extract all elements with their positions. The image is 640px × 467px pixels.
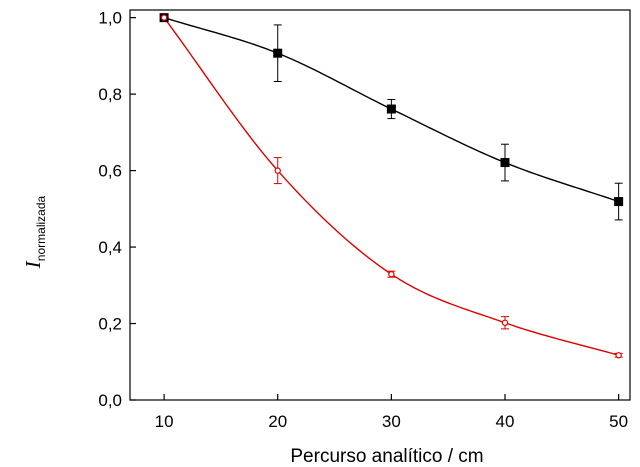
x-tick-label: 10 — [155, 412, 174, 431]
data-point — [614, 197, 624, 207]
x-axis-title: Percurso analítico / cm — [290, 446, 483, 467]
data-point — [500, 158, 510, 168]
y-axis-title-main: I — [21, 260, 45, 269]
x-tick-label: 40 — [496, 412, 515, 431]
data-point — [273, 48, 283, 58]
error-bars — [273, 24, 623, 358]
y-tick-label: 1,0 — [98, 9, 122, 28]
x-axis-ticks: 10 20 30 40 50 — [155, 394, 628, 431]
y-axis-title: Inormalizada — [21, 195, 48, 269]
data-point — [615, 352, 622, 359]
data-point — [160, 14, 168, 21]
fit-curves — [163, 16, 619, 356]
y-tick-label: 0,4 — [98, 238, 122, 257]
plot-frame — [129, 9, 631, 401]
x-tick-label: 30 — [382, 412, 401, 431]
data-point — [274, 167, 281, 174]
x-tick-label: 50 — [609, 412, 628, 431]
y-axis-title-sub: normalizada — [34, 195, 48, 261]
y-tick-label: 0,2 — [98, 315, 122, 334]
fit-curve — [163, 17, 619, 356]
y-axis-ticks: 0,0 0,2 0,4 0,6 0,8 1,0 — [98, 9, 136, 410]
data-markers — [159, 13, 624, 359]
data-point — [386, 104, 396, 114]
y-tick-label: 0,8 — [98, 85, 122, 104]
data-point — [501, 319, 509, 326]
x-tick-label: 20 — [268, 412, 287, 431]
data-point — [388, 271, 395, 278]
y-tick-label: 0,6 — [98, 162, 122, 181]
y-tick-label: 0,0 — [98, 391, 122, 410]
svg-text:Inormalizada: Inormalizada — [21, 195, 48, 269]
